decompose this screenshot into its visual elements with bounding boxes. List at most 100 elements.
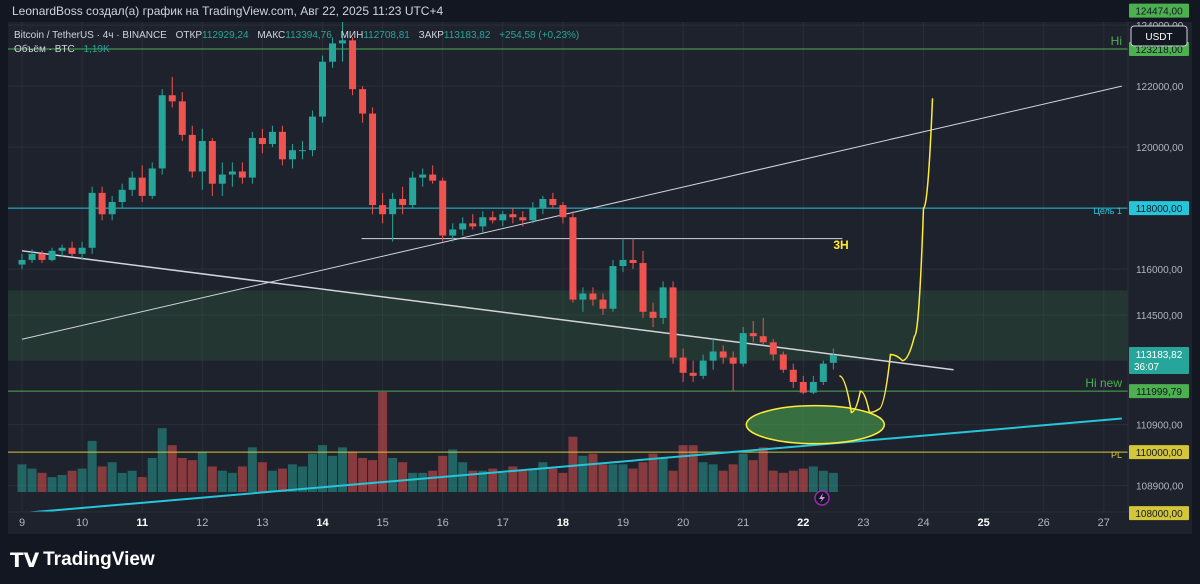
candle-body xyxy=(38,253,46,260)
level-price-text: 123218,00 xyxy=(1135,45,1183,56)
time-tick-label: 16 xyxy=(437,517,449,529)
volume-bar xyxy=(638,462,648,492)
volume-bar xyxy=(608,464,618,492)
volume-bar xyxy=(207,466,217,492)
volume-bar xyxy=(77,468,87,492)
candle-body xyxy=(829,354,837,363)
volume-bar xyxy=(227,472,237,492)
candle-body xyxy=(429,174,437,181)
candle-body xyxy=(749,333,757,337)
candle-body xyxy=(138,177,146,196)
volume-bar xyxy=(738,453,748,492)
candle-body xyxy=(329,43,337,62)
candle-body xyxy=(18,259,26,265)
volume-bar xyxy=(97,466,107,492)
volume-bar xyxy=(458,462,468,492)
candle-body xyxy=(48,250,56,260)
volume-bar xyxy=(57,474,67,492)
chart-credit: LeonardBoss создал(а) график на TradingV… xyxy=(12,4,444,18)
candle-body xyxy=(118,189,126,203)
candle-body xyxy=(469,223,477,227)
volume-bar xyxy=(748,460,758,492)
plot-area: 3H Hi new Hi Цель 1 Hi new PL xyxy=(8,22,1128,512)
volume-bar xyxy=(498,472,508,492)
trend-line xyxy=(21,85,1122,340)
candle-body xyxy=(619,259,627,267)
candle-body xyxy=(449,229,457,236)
candle-body xyxy=(639,263,647,312)
time-tick-label: 11 xyxy=(136,517,148,529)
lightning-bolt-icon xyxy=(819,493,825,503)
volume-bar xyxy=(348,451,358,492)
volume-bar xyxy=(27,468,37,492)
volume-bar xyxy=(778,472,788,492)
price-axis xyxy=(1128,22,1192,512)
close-label: ЗАКР xyxy=(418,30,444,41)
time-tick-label: 14 xyxy=(316,517,329,529)
candle-body xyxy=(248,137,256,178)
current-price-text: 113183,82 xyxy=(1136,350,1183,361)
candle-body xyxy=(339,40,347,44)
symbol-title: Bitcoin / TetherUS · 4ч · BINANCE xyxy=(14,30,167,41)
volume-bar xyxy=(548,468,558,492)
volume-bar xyxy=(217,470,227,492)
currency-badge xyxy=(1130,25,1188,47)
volume-bar xyxy=(328,455,338,492)
candle-body xyxy=(459,223,467,230)
volume-bar xyxy=(808,466,818,492)
level-tag: Hi xyxy=(1111,34,1122,48)
volume-bar xyxy=(47,477,57,492)
time-tick-label: 17 xyxy=(497,517,509,529)
candle-body xyxy=(509,214,517,218)
volume-bar xyxy=(277,468,287,492)
low-value: 112708,81 xyxy=(363,30,410,41)
symbol-legend: Bitcoin / TetherUS · 4ч · BINANCE ОТКР11… xyxy=(14,30,579,41)
volume-bar xyxy=(688,445,698,492)
volume-bar xyxy=(177,457,187,492)
volume-bar xyxy=(358,457,368,492)
candle-body xyxy=(198,141,206,172)
volume-bar xyxy=(247,447,257,492)
time-tick-label: 22 xyxy=(797,517,809,529)
support-zone xyxy=(8,290,1128,361)
candle-body xyxy=(78,247,86,254)
volume-bar xyxy=(468,470,478,492)
time-tick-label: 26 xyxy=(1038,517,1050,529)
high-label: МАКС xyxy=(257,30,286,41)
candle-body xyxy=(689,372,697,376)
time-tick-label: 24 xyxy=(917,517,929,529)
time-tick-label: 23 xyxy=(857,517,869,529)
volume-bar xyxy=(37,472,47,492)
volume-bar xyxy=(197,451,207,492)
time-tick-label: 13 xyxy=(256,517,268,529)
candle-body xyxy=(108,202,116,215)
level-tag: Цель 1 xyxy=(1093,206,1122,216)
time-tick-label: 15 xyxy=(376,517,388,529)
volume-bar xyxy=(318,445,327,492)
candle-body xyxy=(629,259,637,264)
candle-body xyxy=(298,150,306,152)
volume-bar xyxy=(718,470,728,492)
candle-body xyxy=(359,89,367,114)
candle-body xyxy=(789,369,797,382)
bar-timer-text: 36:07 xyxy=(1134,362,1159,373)
candle-body xyxy=(58,247,66,251)
candle-body xyxy=(499,214,507,221)
candle-body xyxy=(98,192,106,215)
currency-badge-text: USDT xyxy=(1145,32,1172,43)
level-price-text: 108000,00 xyxy=(1135,509,1183,520)
candle-body xyxy=(158,95,166,169)
volume-bar xyxy=(137,477,147,492)
close-value: 113183,82 xyxy=(443,30,491,41)
candle-body xyxy=(278,131,286,160)
volume-bar xyxy=(267,470,277,492)
time-tick-label: 27 xyxy=(1098,517,1110,529)
time-tick-label: 19 xyxy=(617,517,629,529)
current-price-badge xyxy=(1129,347,1189,374)
volume-bar xyxy=(388,457,398,492)
projection-path xyxy=(839,98,934,414)
volume-bar xyxy=(758,447,768,492)
volume-bar xyxy=(668,470,678,492)
tradingview-logo-icon: 𝗧𝗩 xyxy=(10,549,40,572)
